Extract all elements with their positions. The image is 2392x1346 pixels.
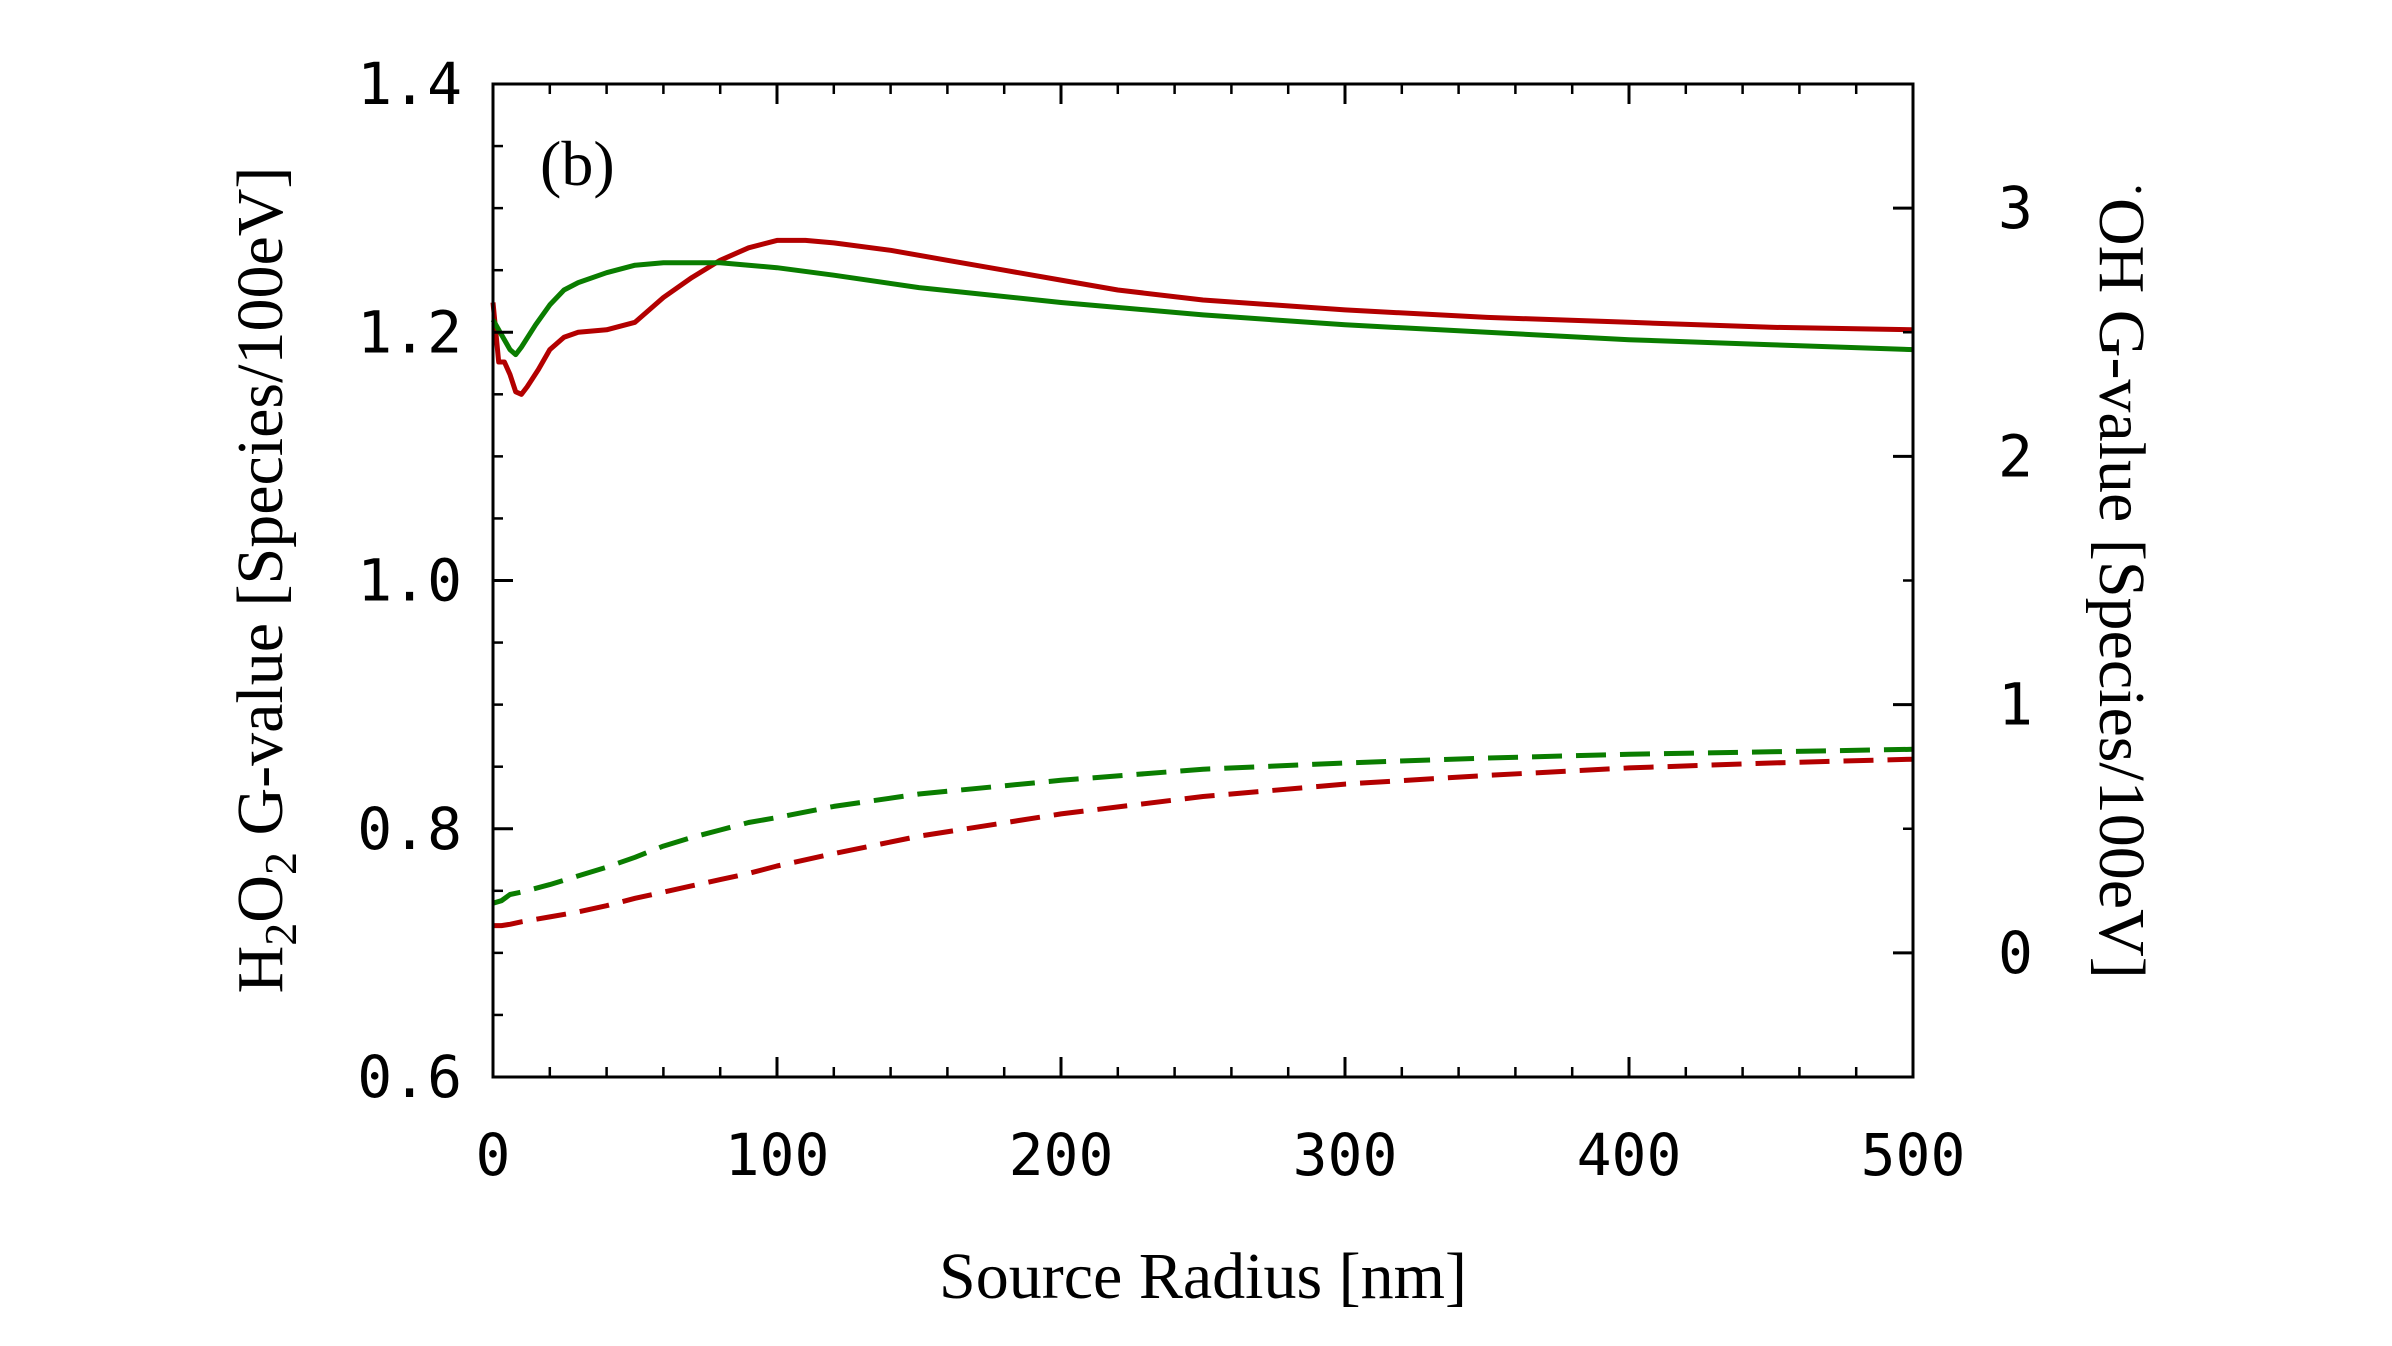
y-axis-right-label-text: OH G-value [Species/100eV]: [2085, 198, 2158, 979]
y-left-tick-label-1.0: 1.0: [357, 547, 462, 615]
x-tick-label-500: 500: [1861, 1121, 1966, 1189]
y-axis-left-label: H2O2 G-value [Species/100eV]: [224, 167, 306, 994]
y-left-tick-label-1.2: 1.2: [357, 298, 462, 366]
y-right-tick-label-0: 0: [1998, 919, 2033, 987]
x-tick-labels: 0 100 200 300 400 500: [476, 1121, 1966, 1189]
x-tick-label-400: 400: [1577, 1121, 1682, 1189]
y-right-tick-label-1: 1: [1998, 671, 2033, 739]
y-right-tick-labels: 0 1 2 3: [1998, 174, 2033, 987]
series-line-3: [492, 746, 1914, 906]
series-line-2: [490, 260, 1914, 358]
y-left-tick-label-1.4: 1.4: [357, 50, 462, 118]
x-axis-label: Source Radius [nm]: [939, 1240, 1467, 1313]
series-line-4: [493, 756, 1914, 929]
y-left-tick-label-0.6: 0.6: [357, 1043, 462, 1111]
x-tick-label-200: 200: [1009, 1121, 1114, 1189]
plot-frame: [491, 82, 1915, 1079]
x-tick-label-300: 300: [1293, 1121, 1398, 1189]
y-axis-left-label-subscript: 2: [255, 923, 306, 946]
radical-dot: ·: [2111, 181, 2167, 198]
y-left-tick-label-0.8: 0.8: [357, 795, 462, 863]
y-left-tick-labels: 0.6 0.8 1.0 1.2 1.4: [357, 50, 462, 1111]
y-axis-right-label: ·OH G-value [Species/100eV]: [2085, 181, 2167, 978]
y-axis-left-label-part: H: [224, 946, 297, 994]
y-right-tick-label-2: 2: [1998, 422, 2033, 490]
y-axis-left-label-part: G-value [Species/100eV]: [224, 167, 297, 852]
panel-label: (b): [540, 128, 615, 199]
series-layer: [490, 237, 1914, 929]
x-tick-label-0: 0: [476, 1121, 511, 1189]
x-tick-label-100: 100: [725, 1121, 830, 1189]
y-axis-left-label-part: O: [224, 875, 297, 923]
y-right-tick-label-3: 3: [1998, 174, 2033, 242]
y-axis-left-label-subscript: 2: [255, 852, 306, 875]
